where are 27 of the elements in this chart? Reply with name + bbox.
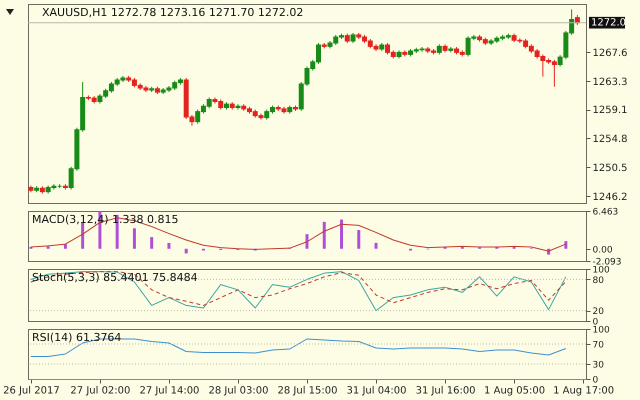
- x-tick-label: 27 Jul 14:00: [139, 386, 200, 396]
- y-tick-label: 1250.5: [592, 162, 628, 174]
- y-tick-label: 0: [592, 376, 598, 386]
- y-tick-label: 1263.3: [592, 76, 628, 88]
- y-tick-label: 1246.2: [592, 192, 628, 203]
- y-tick-label: 80: [592, 276, 604, 286]
- x-tick-label: 28 Jul 03:00: [208, 386, 268, 396]
- y-tick-label: -2.093: [592, 258, 622, 268]
- y-tick-label: 20: [592, 307, 604, 318]
- y-tick-label: 1267.6: [592, 48, 628, 59]
- y-tick-label: 0: [592, 318, 598, 328]
- y-tick-label: 6.463: [592, 208, 618, 218]
- x-tick-label: 1 Aug 17:00: [553, 386, 614, 396]
- y-tick-label: 100: [592, 326, 610, 336]
- x-tick-label: 31 Jul 16:00: [416, 386, 476, 396]
- x-tick-label: 1 Aug 05:00: [484, 386, 546, 396]
- chart-title: XAUUSD,H1 1272.78 1273.16 1271.70 1272.02: [42, 6, 304, 19]
- x-tick-label: 27 Jul 02:00: [70, 386, 130, 396]
- y-tick-label: 1254.8: [592, 134, 628, 145]
- y-tick-label: 0.00: [592, 245, 613, 256]
- x-tick-label: 28 Jul 15:00: [278, 386, 338, 396]
- y-tick-label: 30: [592, 360, 604, 370]
- x-tick-label: 31 Jul 04:00: [346, 386, 407, 396]
- y-tick-label: 100: [592, 266, 610, 276]
- y-tick-label: 1259.1: [592, 105, 628, 116]
- x-tick-label: 26 Jul 2017: [3, 386, 60, 396]
- y-tick-label: 70: [592, 340, 604, 350]
